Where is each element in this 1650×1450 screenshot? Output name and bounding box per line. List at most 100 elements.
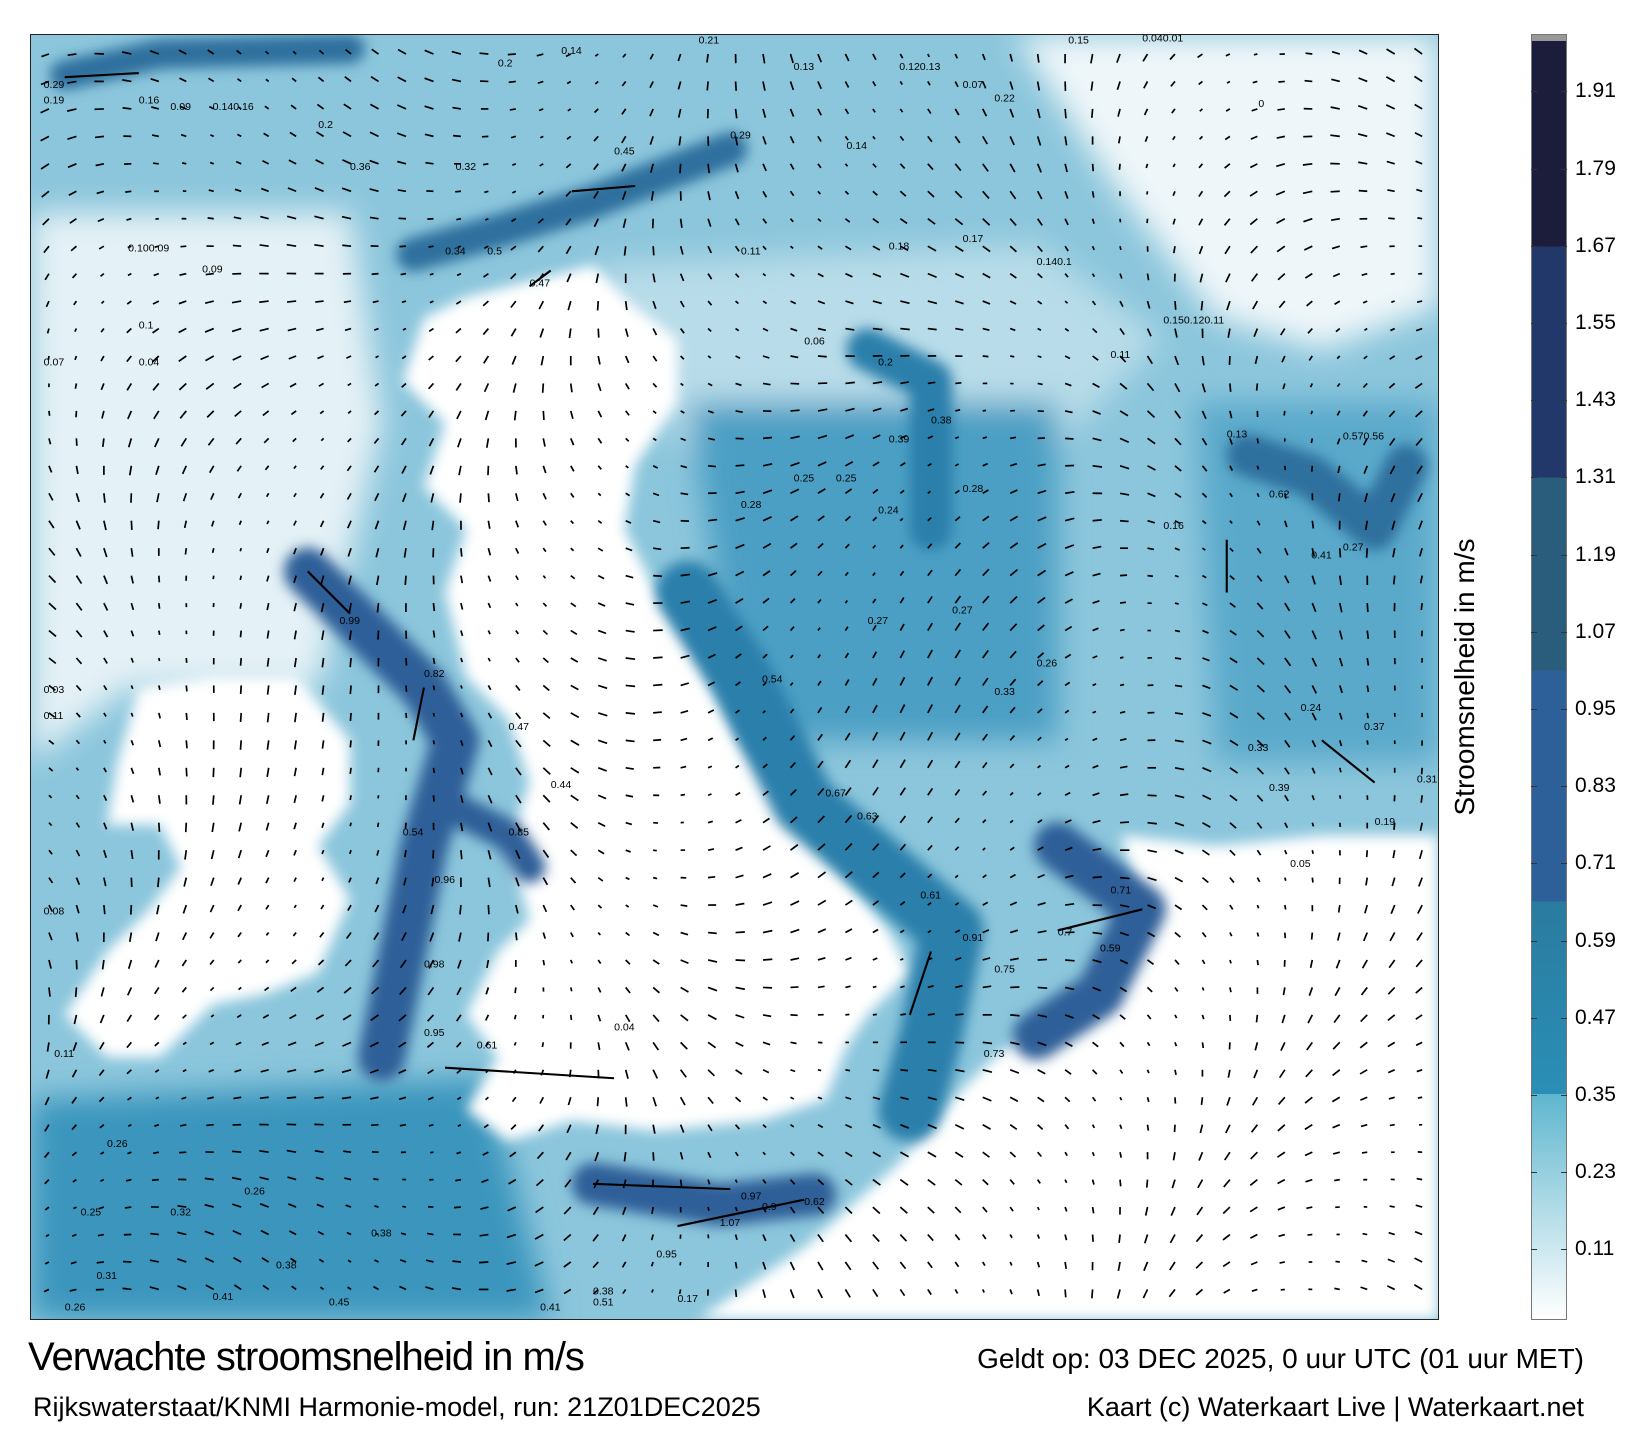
current-arrow — [954, 272, 965, 279]
current-arrow — [954, 956, 962, 961]
current-arrow — [762, 462, 773, 467]
current-arrow — [1064, 382, 1072, 387]
current-arrow — [375, 1232, 379, 1236]
current-arrow — [570, 712, 580, 719]
current-arrow — [1147, 519, 1156, 524]
current-arrow — [487, 739, 493, 748]
current-arrow — [75, 794, 80, 800]
current-arrow — [1119, 273, 1123, 279]
current-arrow — [48, 987, 51, 997]
current-arrow — [259, 1176, 269, 1181]
current-arrow — [126, 987, 133, 996]
current-arrow — [1009, 623, 1018, 632]
current-arrow — [927, 622, 933, 631]
current-arrow — [1201, 437, 1208, 446]
current-arrow — [872, 245, 881, 251]
current-arrow — [1364, 493, 1369, 503]
current-arrow — [1229, 410, 1233, 419]
current-arrow — [1254, 1042, 1259, 1051]
current-arrow — [789, 542, 798, 549]
current-arrow — [1119, 765, 1128, 769]
current-arrow — [625, 849, 631, 853]
current-arrow — [817, 1151, 824, 1157]
current-arrow — [317, 1230, 324, 1236]
current-arrow — [1249, 163, 1258, 169]
current-arrow — [954, 463, 960, 467]
current-arrow — [1146, 410, 1156, 418]
current-arrow — [1174, 876, 1184, 883]
current-arrow — [48, 547, 56, 556]
current-arrow — [75, 657, 83, 665]
current-arrow — [239, 685, 243, 694]
current-arrow — [181, 162, 187, 165]
current-arrow — [621, 190, 627, 201]
current-arrow — [927, 1013, 935, 1016]
current-arrow — [403, 850, 407, 858]
current-arrow — [844, 842, 853, 851]
current-arrow — [69, 218, 77, 224]
current-arrow — [235, 1041, 242, 1046]
current-arrow — [260, 1229, 270, 1236]
map-credit[interactable]: Kaart (c) Waterkaart Live | Waterkaart.n… — [1086, 1392, 1584, 1422]
current-arrow — [1303, 245, 1313, 251]
speed-label: 0.54 — [762, 673, 783, 685]
current-arrow — [1389, 355, 1396, 360]
current-arrow — [1256, 739, 1265, 748]
current-arrow — [927, 272, 937, 279]
current-arrow — [1037, 736, 1042, 741]
current-arrow — [515, 904, 519, 914]
current-arrow — [707, 355, 712, 359]
current-arrow — [982, 489, 989, 495]
current-arrow — [735, 543, 745, 549]
current-arrow — [432, 657, 436, 665]
current-arrow — [1277, 1206, 1286, 1211]
current-arrow — [515, 712, 522, 720]
current-arrow — [844, 1151, 853, 1158]
current-arrow — [1147, 959, 1155, 966]
current-arrow — [124, 1206, 132, 1209]
current-arrow — [1361, 959, 1368, 969]
current-arrow — [982, 819, 987, 824]
current-arrow — [207, 217, 214, 220]
colorbar-tick-mark — [1561, 1249, 1567, 1251]
current-arrow — [1119, 986, 1128, 993]
current-arrow — [537, 218, 544, 224]
current-arrow — [508, 80, 516, 84]
current-arrow — [680, 765, 687, 769]
current-arrow — [235, 437, 242, 445]
current-arrow — [150, 106, 160, 110]
current-arrow — [95, 162, 105, 167]
speed-label: 0.2 — [498, 58, 513, 70]
current-arrow — [432, 630, 436, 638]
current-arrow — [707, 245, 713, 254]
current-arrow — [844, 218, 851, 223]
current-arrow — [344, 959, 352, 967]
current-arrow — [455, 1041, 462, 1048]
current-arrow — [286, 300, 297, 303]
current-arrow — [927, 462, 932, 467]
speed-label: 0.32 — [170, 1207, 191, 1219]
current-arrow — [1202, 767, 1212, 773]
current-arrow — [899, 731, 906, 741]
current-arrow — [1092, 683, 1097, 687]
current-arrow — [375, 547, 380, 558]
current-arrow — [982, 1179, 989, 1186]
current-arrow — [1386, 1285, 1396, 1291]
current-arrow — [510, 135, 517, 139]
current-arrow — [762, 1041, 771, 1046]
current-arrow — [844, 599, 848, 604]
current-arrow — [982, 327, 990, 332]
current-arrow — [265, 959, 270, 964]
current-arrow — [264, 986, 270, 992]
current-arrow — [899, 872, 906, 879]
current-arrow — [790, 986, 799, 989]
current-arrow — [1064, 410, 1073, 414]
current-arrow — [460, 712, 464, 718]
colorbar-tick-mark — [1561, 1017, 1567, 1019]
current-arrow — [266, 602, 270, 611]
current-arrow — [1009, 650, 1017, 659]
current-arrow — [432, 685, 436, 691]
current-speed-map[interactable]: 0.29 0.19 0.16 0.09 0.140.16 0.2 0.14 0.21 0.13 0… — [30, 34, 1439, 1320]
current-arrow — [402, 1205, 407, 1208]
current-arrow — [707, 1096, 714, 1105]
